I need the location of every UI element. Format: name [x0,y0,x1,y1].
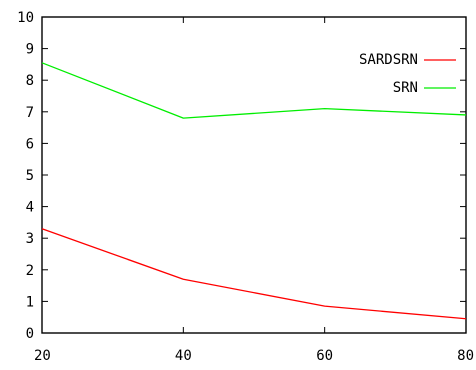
y-tick-label: 1 [26,294,34,310]
series-lines [41,62,467,320]
x-tick-label: 80 [457,348,474,364]
legend-label-sardsrn: SARDSRN [359,52,418,68]
x-tick-label: 60 [316,348,333,364]
y-tick-label: 0 [26,326,34,342]
y-tick-label: 7 [26,105,34,121]
x-tick-label: 20 [34,348,51,364]
y-tick-label: 9 [26,42,34,58]
series-line-sardsrn [41,228,467,320]
y-axis: 0 1 2 3 4 5 6 7 8 9 10 [17,10,466,342]
y-tick-label: 8 [26,73,34,89]
legend: SARDSRN SRN [359,52,456,96]
y-tick-label: 3 [26,231,34,247]
x-tick-label: 40 [175,348,192,364]
y-tick-label: 6 [26,136,34,152]
series-line-srn [41,62,467,119]
y-tick-label: 4 [26,200,34,216]
y-tick-label: 10 [17,10,34,26]
y-tick-label: 5 [26,168,34,184]
legend-label-srn: SRN [393,80,418,96]
y-tick-label: 2 [26,263,34,279]
x-axis: 20 40 60 80 [34,17,474,364]
